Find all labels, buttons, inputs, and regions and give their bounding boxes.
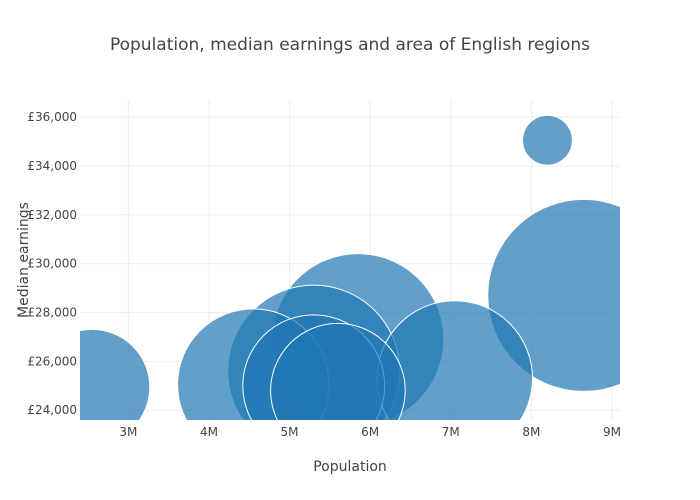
y-tick-label: £24,000 bbox=[27, 403, 77, 417]
x-tick-label: 4M bbox=[200, 425, 218, 439]
y-tick-label: £32,000 bbox=[27, 208, 77, 222]
bubble-point[interactable] bbox=[522, 114, 573, 166]
x-tick-label: 6M bbox=[361, 425, 379, 439]
y-axis-title: Median earnings bbox=[16, 202, 32, 318]
y-tick-label: £28,000 bbox=[27, 306, 77, 320]
y-tick-label: £30,000 bbox=[27, 257, 77, 271]
x-tick-label: 5M bbox=[281, 425, 299, 439]
x-tick-label: 9M bbox=[603, 425, 621, 439]
y-tick-labels: £24,000 £26,000 £28,000 £30,000 £32,000 £34,0… bbox=[27, 110, 77, 417]
x-tick-label: 8M bbox=[522, 425, 540, 439]
bubble-point[interactable] bbox=[34, 328, 151, 444]
x-tick-label: 7M bbox=[442, 425, 460, 439]
x-axis-title: Population bbox=[313, 459, 387, 475]
y-tick-label: £26,000 bbox=[27, 354, 77, 368]
y-tick-label: £36,000 bbox=[27, 110, 77, 124]
bubble-point[interactable] bbox=[270, 322, 406, 458]
y-tick-label: £34,000 bbox=[27, 159, 77, 173]
x-tick-labels: 3M 4M 5M 6M 7M 8M 9M bbox=[119, 425, 621, 439]
chart-title: Population, median earnings and area of … bbox=[110, 35, 590, 55]
bubble-series bbox=[34, 114, 620, 458]
x-tick-label: 3M bbox=[119, 425, 137, 439]
